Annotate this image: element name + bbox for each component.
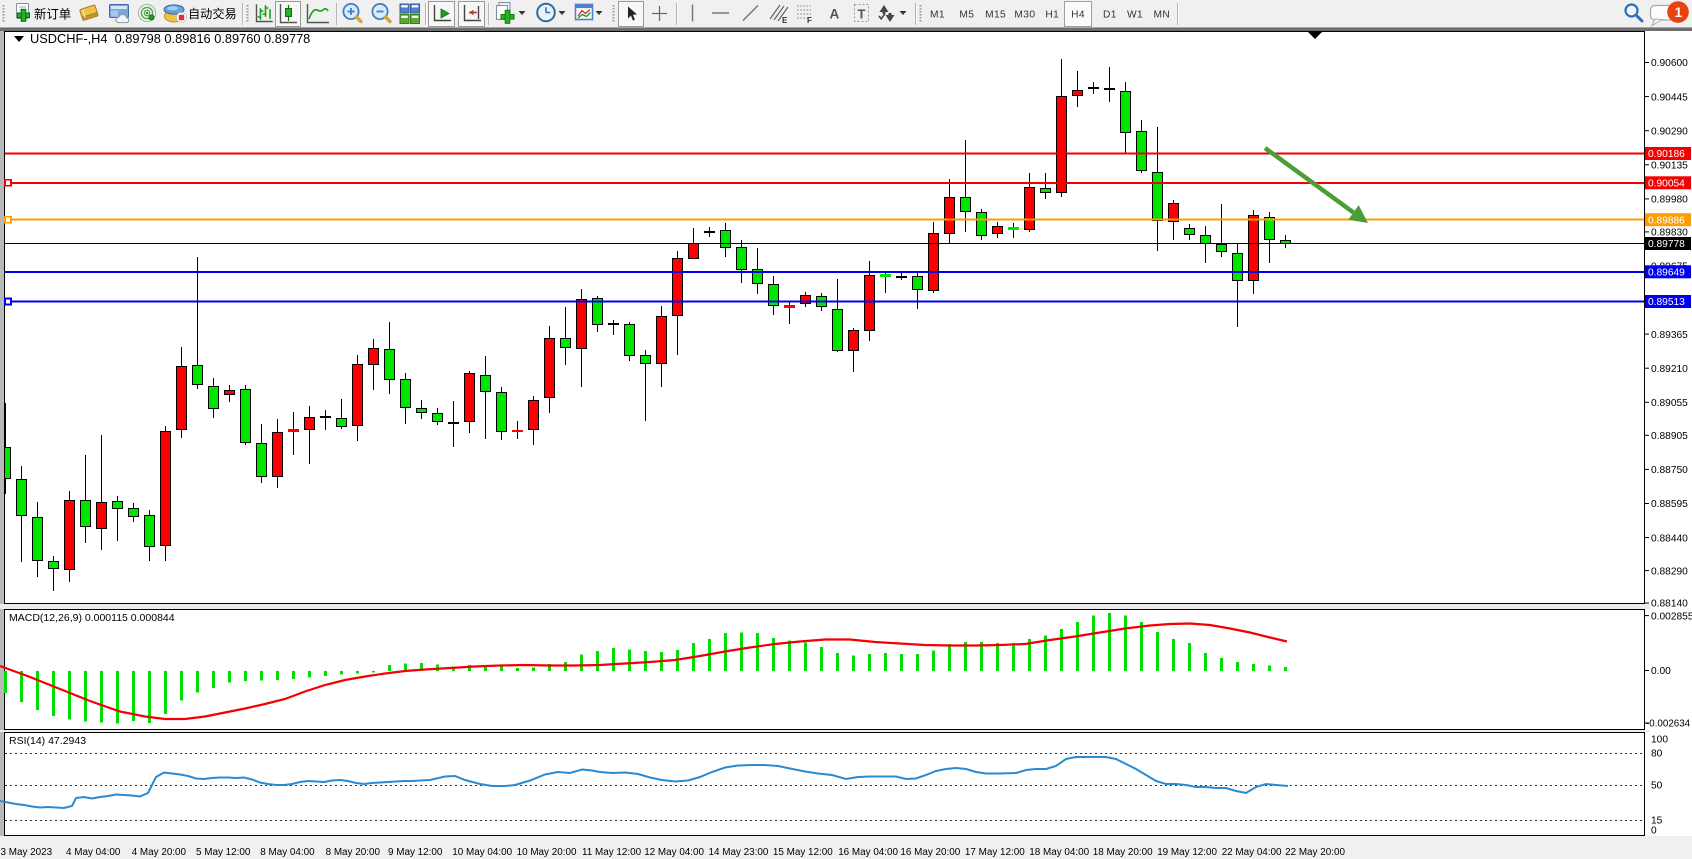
svg-text:50: 50 bbox=[1651, 781, 1663, 792]
svg-text:自动交易: 自动交易 bbox=[188, 6, 237, 21]
svg-text:新订单: 新订单 bbox=[34, 7, 71, 22]
svg-text:F: F bbox=[807, 16, 812, 25]
svg-text:A: A bbox=[830, 7, 840, 22]
svg-text:80: 80 bbox=[1651, 749, 1663, 760]
svg-text:10 May 20:00: 10 May 20:00 bbox=[517, 847, 577, 858]
svg-text:8 May 04:00: 8 May 04:00 bbox=[260, 847, 315, 858]
svg-text:T: T bbox=[858, 7, 866, 22]
svg-text:0.90445: 0.90445 bbox=[1651, 92, 1688, 103]
svg-text:E: E bbox=[782, 16, 788, 25]
svg-text:0.89886: 0.89886 bbox=[1648, 215, 1685, 226]
svg-text:0: 0 bbox=[1651, 826, 1657, 837]
svg-text:0.002855: 0.002855 bbox=[1651, 611, 1692, 622]
svg-text:15: 15 bbox=[1651, 816, 1663, 827]
svg-text:10 May 04:00: 10 May 04:00 bbox=[452, 847, 512, 858]
svg-text:4 May 04:00: 4 May 04:00 bbox=[66, 847, 121, 858]
svg-text:0.88750: 0.88750 bbox=[1651, 465, 1688, 476]
svg-text:0.90290: 0.90290 bbox=[1651, 126, 1688, 137]
svg-text:1: 1 bbox=[1675, 4, 1683, 20]
svg-text:0.88905: 0.88905 bbox=[1651, 431, 1688, 442]
svg-text:9 May 12:00: 9 May 12:00 bbox=[388, 847, 443, 858]
svg-text:0.90186: 0.90186 bbox=[1648, 149, 1685, 160]
svg-text:0.89513: 0.89513 bbox=[1648, 297, 1685, 308]
svg-text:0.88140: 0.88140 bbox=[1651, 599, 1688, 610]
svg-text:MACD(12,26,9) 0.000115 0.00084: MACD(12,26,9) 0.000115 0.000844 bbox=[9, 612, 175, 624]
svg-text:MN: MN bbox=[1154, 10, 1171, 21]
svg-text:0.89055: 0.89055 bbox=[1651, 398, 1688, 409]
svg-text:100: 100 bbox=[1651, 735, 1668, 746]
svg-text:19 May 12:00: 19 May 12:00 bbox=[1157, 847, 1217, 858]
svg-text:0.88440: 0.88440 bbox=[1651, 533, 1688, 544]
svg-text:18 May 20:00: 18 May 20:00 bbox=[1093, 847, 1153, 858]
svg-text:W1: W1 bbox=[1127, 10, 1143, 21]
svg-text:USDCHF-,H4 0.89798 0.89816 0.: USDCHF-,H4 0.89798 0.89816 0.89760 0.897… bbox=[30, 31, 310, 46]
svg-text:5 May 12:00: 5 May 12:00 bbox=[196, 847, 251, 858]
svg-text:11 May 12:00: 11 May 12:00 bbox=[582, 847, 642, 858]
svg-text:16 May 04:00: 16 May 04:00 bbox=[838, 847, 898, 858]
svg-text:18 May 04:00: 18 May 04:00 bbox=[1029, 847, 1089, 858]
svg-text:0.89830: 0.89830 bbox=[1651, 228, 1688, 239]
svg-text:15 May 12:00: 15 May 12:00 bbox=[773, 847, 833, 858]
svg-text:22 May 20:00: 22 May 20:00 bbox=[1285, 847, 1345, 858]
svg-text:3 May 2023: 3 May 2023 bbox=[1, 847, 53, 858]
svg-text:0.00: 0.00 bbox=[1651, 666, 1671, 677]
svg-text:0.89210: 0.89210 bbox=[1651, 364, 1688, 375]
svg-text:M15: M15 bbox=[985, 10, 1006, 21]
svg-text:0.89980: 0.89980 bbox=[1651, 195, 1688, 206]
svg-text:D1: D1 bbox=[1103, 10, 1117, 21]
svg-text:RSI(14) 47.2943: RSI(14) 47.2943 bbox=[9, 735, 86, 747]
svg-text:17 May 12:00: 17 May 12:00 bbox=[965, 847, 1025, 858]
svg-text:4 May 20:00: 4 May 20:00 bbox=[132, 847, 187, 858]
svg-text:0.89649: 0.89649 bbox=[1648, 268, 1685, 279]
svg-text:M1: M1 bbox=[930, 10, 945, 21]
svg-text:0.89778: 0.89778 bbox=[1648, 239, 1685, 250]
svg-text:0.90135: 0.90135 bbox=[1651, 161, 1688, 172]
svg-text:M5: M5 bbox=[959, 10, 974, 21]
svg-text:H4: H4 bbox=[1071, 10, 1085, 21]
svg-text:8 May 20:00: 8 May 20:00 bbox=[326, 847, 381, 858]
svg-text:0.88595: 0.88595 bbox=[1651, 499, 1688, 510]
svg-text:0.90054: 0.90054 bbox=[1648, 179, 1685, 190]
svg-text:0.90600: 0.90600 bbox=[1651, 58, 1688, 69]
svg-text:0.88290: 0.88290 bbox=[1651, 566, 1688, 577]
svg-text:H1: H1 bbox=[1045, 10, 1059, 21]
svg-text:M30: M30 bbox=[1014, 10, 1035, 21]
svg-text:12 May 04:00: 12 May 04:00 bbox=[644, 847, 704, 858]
svg-text:14 May 23:00: 14 May 23:00 bbox=[709, 847, 769, 858]
svg-text:-0.002634: -0.002634 bbox=[1646, 719, 1691, 730]
svg-text:0.89365: 0.89365 bbox=[1651, 330, 1688, 341]
svg-text:16 May 20:00: 16 May 20:00 bbox=[900, 847, 960, 858]
svg-text:22 May 04:00: 22 May 04:00 bbox=[1222, 847, 1282, 858]
